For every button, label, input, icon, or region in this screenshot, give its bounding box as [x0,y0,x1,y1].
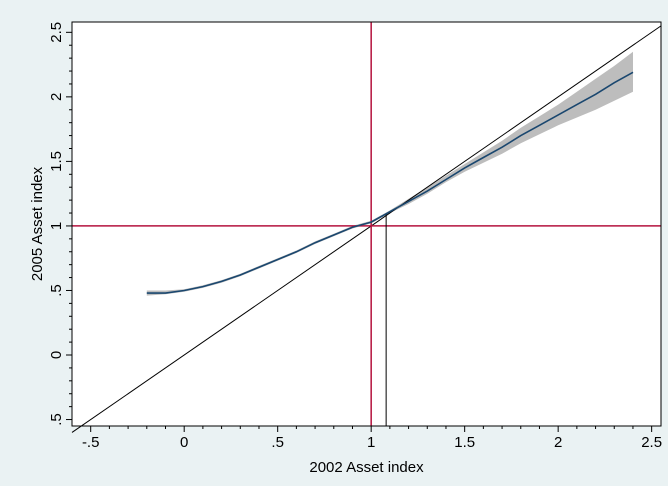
y-tick-label: 1.5 [48,151,65,172]
x-tick-label: 1 [367,434,375,451]
x-tick-label: -.5 [82,434,100,451]
x-axis-title: 2002 Asset index [309,459,424,476]
y-tick-label: 1 [48,222,65,230]
fitted-line-layer [146,71,634,294]
y-axis-title: 2005 Asset index [29,166,46,281]
x-tick-label: .5 [271,434,284,451]
y-tick-label: 2.5 [48,22,65,43]
reference-lines-layer [71,22,662,433]
x-tick-label: 0 [180,434,188,451]
plot-frame [71,21,662,427]
x-tick-label: 1.5 [454,434,475,451]
y-tick-label: .5 [48,413,65,426]
y-tick-label: 2 [48,93,65,101]
fitted-line [146,71,634,294]
x-tick-label: 2 [554,434,562,451]
x-tick-label: 2.5 [641,434,662,451]
diagonal-line [71,25,662,433]
y-tick-label: 0 [48,351,65,359]
axes-layer: -.5 0 .5 1 1.5 2 2.5 .5 0 .5 1 1.5 2 2.5 [48,21,662,451]
y-tick-label: .5 [48,284,65,297]
